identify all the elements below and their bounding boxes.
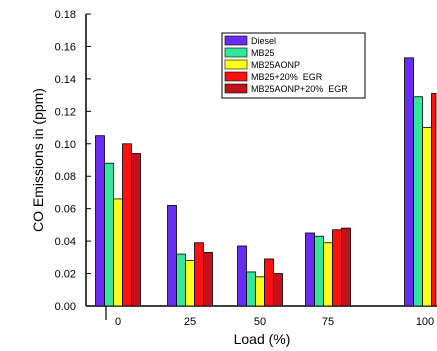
bar-mb25aonp-75 [323, 242, 333, 307]
legend-label: MB25 [251, 48, 275, 58]
bar-mb25-20-egr-50 [264, 258, 274, 307]
bar-mb25aonp-20-egr-50 [273, 273, 283, 307]
y-tick-label: 0.06 [55, 204, 76, 216]
bar-mb25-0 [104, 162, 114, 307]
y-tick-label: 0.04 [55, 236, 76, 248]
bar-mb25-75 [314, 235, 324, 307]
y-tick-label: 0.02 [55, 269, 76, 281]
x-tick-label: 100 [416, 316, 434, 328]
bar-mb25-25 [176, 253, 186, 307]
bar-diesel-0 [95, 135, 105, 307]
legend-swatch [224, 35, 248, 46]
x-tick-label: 75 [322, 316, 334, 328]
bar-diesel-100 [404, 57, 414, 307]
y-tick-label: 0.16 [55, 41, 76, 53]
legend-swatch [224, 83, 248, 94]
legend-swatch [224, 47, 248, 58]
x-tick-label: 25 [184, 316, 196, 328]
y-tick-label: 0.00 [55, 301, 76, 313]
bar-diesel-25 [167, 205, 177, 307]
bar-mb25aonp-20-egr-75 [341, 227, 351, 307]
bar-mb25aonp-25 [185, 260, 195, 307]
y-axis-title: CO Emissions in (ppm) [30, 88, 46, 232]
y-tick-label: 0.10 [55, 139, 76, 151]
bar-mb25aonp-20-egr-0 [131, 153, 141, 307]
legend-label: MB25AONP+20% EGR [251, 84, 348, 94]
bar-mb25-20-egr-100 [431, 93, 437, 307]
bar-mb25-100 [413, 96, 423, 307]
bar-mb25aonp-50 [255, 276, 265, 307]
legend: Diesel MB25 MB25AONP MB25+20% EGR MB25AONP+2… [221, 32, 366, 99]
x-tick-label: 0 [115, 316, 121, 328]
bar-mb25aonp-0 [113, 198, 123, 307]
bar-mb25-50 [246, 271, 256, 307]
y-tick-label: 0.08 [55, 171, 76, 183]
ticks: 0.00 0.02 0.04 0.06 0.08 0.10 0.12 0.14 0.16 0.18… [55, 9, 435, 328]
bar-mb25-20-egr-25 [194, 242, 204, 307]
y-tick-label: 0.14 [55, 74, 76, 86]
legend-swatch [224, 71, 248, 82]
bar-mb25aonp-100 [422, 127, 432, 307]
bar-diesel-75 [305, 232, 315, 307]
x-tick-label: 50 [254, 316, 266, 328]
bar-mb25-20-egr-0 [122, 143, 132, 307]
legend-swatch [224, 59, 248, 70]
legend-label: MB25AONP [251, 60, 300, 70]
legend-label: MB25+20% EGR [251, 72, 323, 82]
legend-label: Diesel [251, 36, 276, 46]
x-axis-title: Load (%) [234, 331, 291, 347]
y-tick-label: 0.18 [55, 9, 76, 21]
bar-mb25-20-egr-75 [332, 229, 342, 307]
bar-diesel-50 [237, 245, 247, 307]
bars [95, 57, 437, 307]
bar-mb25aonp-20-egr-25 [203, 252, 213, 307]
y-tick-label: 0.12 [55, 106, 76, 118]
